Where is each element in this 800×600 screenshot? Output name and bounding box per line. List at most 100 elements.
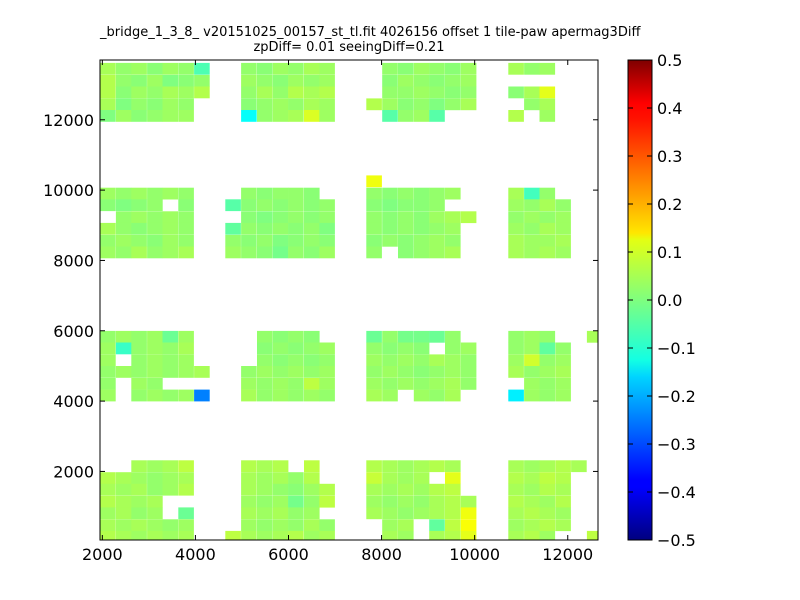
heatmap-cell (398, 366, 414, 378)
x-tick-label: 6000 (268, 545, 309, 564)
heatmap-cell (178, 98, 194, 111)
heatmap-cell (241, 495, 257, 508)
heatmap-cell (508, 354, 524, 367)
heatmap-cell (508, 472, 524, 484)
heatmap-cell (524, 246, 540, 259)
y-tick-label: 4000 (53, 392, 94, 411)
heatmap-cell (429, 495, 445, 508)
heatmap-cell (147, 378, 163, 390)
heatmap-cell (194, 62, 210, 75)
heatmap-cell (460, 507, 477, 520)
heatmap-cell (178, 199, 194, 212)
heatmap-cell (398, 98, 414, 111)
heatmap-cell (304, 389, 320, 402)
heatmap-cell (304, 495, 320, 508)
heatmap-cell (257, 483, 273, 496)
heatmap-cell (257, 342, 273, 355)
heatmap-cell (413, 211, 430, 224)
heatmap-cell (178, 519, 194, 532)
heatmap-cell (445, 460, 461, 473)
heatmap-cell (272, 342, 289, 355)
heatmap-cell (539, 530, 556, 540)
heatmap-cell (366, 246, 382, 259)
heatmap-cell (304, 98, 320, 111)
heatmap-cell (555, 378, 571, 390)
heatmap-cell (398, 354, 414, 367)
heatmap-cell (524, 234, 540, 247)
heatmap-cell (508, 342, 524, 355)
heatmap-cell (304, 507, 320, 520)
heatmap-cell (162, 62, 179, 75)
heatmap-cell (241, 530, 257, 540)
heatmap-cell (288, 519, 304, 532)
heatmap-cell (131, 211, 147, 224)
heatmap-cell (539, 507, 556, 520)
heatmap-cell (162, 472, 179, 484)
heatmap-cell (257, 246, 273, 259)
heatmap-cell (382, 222, 398, 235)
heatmap-cell (257, 98, 273, 111)
heatmap-cell (398, 378, 414, 390)
heatmap-cell (508, 246, 524, 259)
heatmap-cell (555, 234, 571, 247)
heatmap-cell (272, 472, 289, 484)
y-axis: 2000 4000 6000 8000 10000 12000 (43, 111, 598, 481)
heatmap-cell (288, 211, 304, 224)
heatmap-cell (241, 246, 257, 259)
heatmap-cell (162, 211, 179, 224)
heatmap-cell (555, 354, 571, 367)
heatmap-cell (100, 110, 116, 122)
heatmap-cell (131, 507, 147, 520)
heatmap-cell (115, 199, 132, 212)
heatmap-cell (288, 199, 304, 212)
heatmap-cell (131, 472, 147, 484)
heatmap-cell (398, 483, 414, 496)
heatmap-cell (413, 389, 430, 402)
heatmap-cell (131, 199, 147, 212)
heatmap-cell (178, 507, 194, 520)
heatmap-cell (100, 507, 116, 520)
heatmap-cell (508, 199, 524, 212)
heatmap-cell (382, 389, 398, 402)
heatmap-cell (319, 378, 335, 390)
heatmap-cell (445, 519, 461, 532)
heatmap-cell (178, 342, 194, 355)
heatmap-cell (131, 366, 147, 378)
heatmap-cell (398, 530, 414, 540)
heatmap-cell (460, 342, 477, 355)
heatmap-cell (445, 211, 461, 224)
heatmap-cell (413, 342, 430, 355)
heatmap-cell (460, 378, 477, 390)
heatmap-cell (178, 530, 194, 540)
x-axis: 2000 4000 6000 8000 10000 12000 (82, 60, 593, 564)
heatmap-cell (304, 483, 320, 496)
heatmap-cell (413, 366, 430, 378)
heatmap-cell (524, 483, 540, 496)
heatmap-cell (524, 98, 540, 111)
heatmap-cell (539, 234, 556, 247)
heatmap-cell (100, 530, 116, 540)
heatmap-cell (241, 62, 257, 75)
heatmap-cell (508, 460, 524, 473)
heatmap-cell (288, 222, 304, 235)
heatmap-cell (241, 234, 257, 247)
heatmap-cell (366, 330, 382, 343)
heatmap-cell (225, 246, 241, 259)
heatmap-cell (147, 98, 163, 111)
colorbar-tick-label: −0.5 (657, 531, 696, 550)
heatmap-cell (304, 354, 320, 367)
heatmap-cell (131, 234, 147, 247)
heatmap-cell (257, 366, 273, 378)
heatmap-cell (147, 354, 163, 367)
heatmap-cell (382, 530, 398, 540)
heatmap-cell (539, 86, 556, 99)
heatmap-cell (445, 86, 461, 99)
heatmap-cell (508, 222, 524, 235)
heatmap-cell (272, 74, 289, 87)
heatmap-cell (413, 330, 430, 343)
heatmap-cell (429, 354, 445, 367)
heatmap-cell (288, 342, 304, 355)
heatmap-cell (304, 211, 320, 224)
heatmap-cell (162, 110, 179, 122)
